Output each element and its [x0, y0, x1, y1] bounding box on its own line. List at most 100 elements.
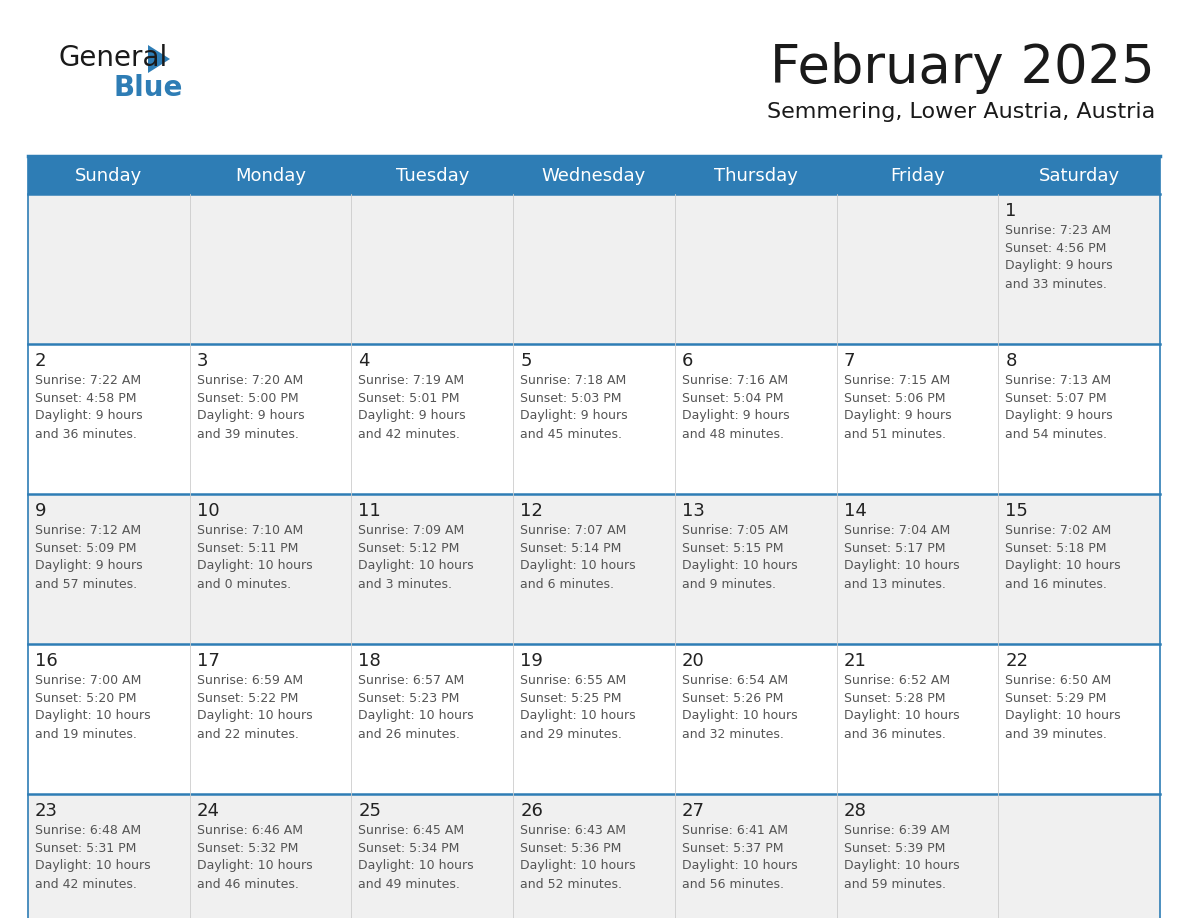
Text: Sunrise: 6:54 AM: Sunrise: 6:54 AM	[682, 674, 788, 687]
Bar	[29, 794, 1159, 918]
Text: Daylight: 9 hours: Daylight: 9 hours	[1005, 260, 1113, 273]
Text: and 42 minutes.: and 42 minutes.	[34, 878, 137, 890]
Text: 14: 14	[843, 502, 866, 520]
Bar	[29, 344, 1159, 494]
Text: Daylight: 10 hours: Daylight: 10 hours	[197, 859, 312, 872]
Text: 22: 22	[1005, 652, 1029, 670]
Text: Sunset: 5:29 PM: Sunset: 5:29 PM	[1005, 691, 1107, 704]
Text: Sunrise: 6:45 AM: Sunrise: 6:45 AM	[359, 823, 465, 836]
Text: 8: 8	[1005, 352, 1017, 370]
Text: Sunset: 5:11 PM: Sunset: 5:11 PM	[197, 542, 298, 554]
Text: Daylight: 9 hours: Daylight: 9 hours	[34, 559, 143, 573]
Text: Sunset: 5:20 PM: Sunset: 5:20 PM	[34, 691, 137, 704]
Text: and 59 minutes.: and 59 minutes.	[843, 878, 946, 890]
Bar	[29, 158, 1159, 194]
Text: February 2025: February 2025	[770, 42, 1155, 94]
Text: and 36 minutes.: and 36 minutes.	[843, 727, 946, 741]
Text: Sunset: 5:23 PM: Sunset: 5:23 PM	[359, 691, 460, 704]
Text: Sunset: 5:07 PM: Sunset: 5:07 PM	[1005, 391, 1107, 405]
Text: Sunset: 5:12 PM: Sunset: 5:12 PM	[359, 542, 460, 554]
Text: and 39 minutes.: and 39 minutes.	[1005, 727, 1107, 741]
Text: Thursday: Thursday	[714, 167, 797, 185]
Text: Sunrise: 7:19 AM: Sunrise: 7:19 AM	[359, 374, 465, 386]
Text: Sunrise: 6:41 AM: Sunrise: 6:41 AM	[682, 823, 788, 836]
Text: General: General	[58, 44, 168, 72]
Text: Daylight: 9 hours: Daylight: 9 hours	[520, 409, 627, 422]
Text: Daylight: 10 hours: Daylight: 10 hours	[682, 710, 797, 722]
Text: and 51 minutes.: and 51 minutes.	[843, 428, 946, 441]
Text: Daylight: 9 hours: Daylight: 9 hours	[359, 409, 466, 422]
Text: Sunset: 5:32 PM: Sunset: 5:32 PM	[197, 842, 298, 855]
Text: Sunset: 5:36 PM: Sunset: 5:36 PM	[520, 842, 621, 855]
Text: 28: 28	[843, 802, 866, 820]
Text: 27: 27	[682, 802, 704, 820]
Text: Daylight: 10 hours: Daylight: 10 hours	[359, 859, 474, 872]
Text: 2: 2	[34, 352, 46, 370]
Text: Daylight: 10 hours: Daylight: 10 hours	[359, 559, 474, 573]
Text: Sunrise: 7:04 AM: Sunrise: 7:04 AM	[843, 523, 950, 536]
Text: Sunset: 4:56 PM: Sunset: 4:56 PM	[1005, 241, 1107, 254]
Text: 1: 1	[1005, 202, 1017, 220]
Text: 15: 15	[1005, 502, 1028, 520]
Text: 17: 17	[197, 652, 220, 670]
Text: 16: 16	[34, 652, 58, 670]
Text: and 16 minutes.: and 16 minutes.	[1005, 577, 1107, 590]
Text: and 13 minutes.: and 13 minutes.	[843, 577, 946, 590]
Text: and 19 minutes.: and 19 minutes.	[34, 727, 137, 741]
Text: and 3 minutes.: and 3 minutes.	[359, 577, 453, 590]
Text: Sunday: Sunday	[75, 167, 143, 185]
Text: Sunset: 5:25 PM: Sunset: 5:25 PM	[520, 691, 621, 704]
Text: 12: 12	[520, 502, 543, 520]
Bar	[29, 494, 1159, 644]
Text: Semmering, Lower Austria, Austria: Semmering, Lower Austria, Austria	[766, 102, 1155, 122]
Text: and 39 minutes.: and 39 minutes.	[197, 428, 298, 441]
Text: Sunrise: 7:05 AM: Sunrise: 7:05 AM	[682, 523, 788, 536]
Text: Sunrise: 6:50 AM: Sunrise: 6:50 AM	[1005, 674, 1112, 687]
Text: and 22 minutes.: and 22 minutes.	[197, 727, 298, 741]
Text: and 26 minutes.: and 26 minutes.	[359, 727, 460, 741]
Text: 20: 20	[682, 652, 704, 670]
Text: Daylight: 10 hours: Daylight: 10 hours	[197, 710, 312, 722]
Text: Sunrise: 6:39 AM: Sunrise: 6:39 AM	[843, 823, 949, 836]
Text: 19: 19	[520, 652, 543, 670]
Text: 25: 25	[359, 802, 381, 820]
Text: and 29 minutes.: and 29 minutes.	[520, 727, 623, 741]
Text: Friday: Friday	[890, 167, 944, 185]
Text: Daylight: 10 hours: Daylight: 10 hours	[843, 710, 959, 722]
Text: 11: 11	[359, 502, 381, 520]
Text: 18: 18	[359, 652, 381, 670]
Bar	[29, 194, 1159, 344]
Text: Sunrise: 7:23 AM: Sunrise: 7:23 AM	[1005, 223, 1112, 237]
Text: and 54 minutes.: and 54 minutes.	[1005, 428, 1107, 441]
Text: Sunset: 5:22 PM: Sunset: 5:22 PM	[197, 691, 298, 704]
Text: Daylight: 10 hours: Daylight: 10 hours	[34, 710, 151, 722]
Text: Daylight: 9 hours: Daylight: 9 hours	[843, 409, 952, 422]
Text: Sunrise: 7:09 AM: Sunrise: 7:09 AM	[359, 523, 465, 536]
Text: 24: 24	[197, 802, 220, 820]
Text: Sunrise: 6:43 AM: Sunrise: 6:43 AM	[520, 823, 626, 836]
Text: and 0 minutes.: and 0 minutes.	[197, 577, 291, 590]
Text: Wednesday: Wednesday	[542, 167, 646, 185]
Text: 6: 6	[682, 352, 694, 370]
Text: and 42 minutes.: and 42 minutes.	[359, 428, 460, 441]
Text: Tuesday: Tuesday	[396, 167, 469, 185]
Text: and 36 minutes.: and 36 minutes.	[34, 428, 137, 441]
Text: Daylight: 10 hours: Daylight: 10 hours	[682, 859, 797, 872]
Text: Sunrise: 7:13 AM: Sunrise: 7:13 AM	[1005, 374, 1112, 386]
Text: 26: 26	[520, 802, 543, 820]
Text: Daylight: 10 hours: Daylight: 10 hours	[843, 559, 959, 573]
Text: Sunset: 5:18 PM: Sunset: 5:18 PM	[1005, 542, 1107, 554]
Text: and 9 minutes.: and 9 minutes.	[682, 577, 776, 590]
Text: Sunrise: 6:59 AM: Sunrise: 6:59 AM	[197, 674, 303, 687]
Text: Daylight: 10 hours: Daylight: 10 hours	[359, 710, 474, 722]
Text: Sunrise: 7:16 AM: Sunrise: 7:16 AM	[682, 374, 788, 386]
Text: Sunrise: 7:22 AM: Sunrise: 7:22 AM	[34, 374, 141, 386]
Text: Sunset: 5:06 PM: Sunset: 5:06 PM	[843, 391, 946, 405]
Text: 10: 10	[197, 502, 220, 520]
Text: Daylight: 9 hours: Daylight: 9 hours	[1005, 409, 1113, 422]
Text: Sunrise: 6:52 AM: Sunrise: 6:52 AM	[843, 674, 949, 687]
Text: Sunrise: 6:48 AM: Sunrise: 6:48 AM	[34, 823, 141, 836]
Text: Sunset: 5:28 PM: Sunset: 5:28 PM	[843, 691, 946, 704]
Text: Daylight: 9 hours: Daylight: 9 hours	[197, 409, 304, 422]
Text: 23: 23	[34, 802, 58, 820]
